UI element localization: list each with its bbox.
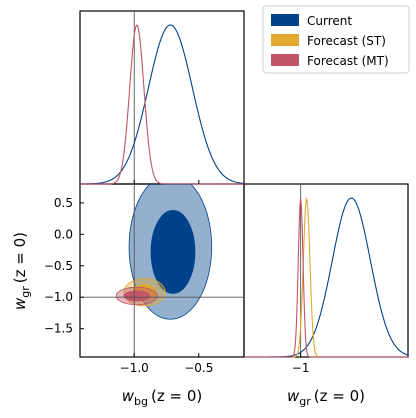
y-tick-label-wgr-1: 0.0 (54, 227, 73, 241)
y-tick-label-wgr-2: −0.5 (44, 259, 73, 273)
x-axis-label-wgr: wgr (z = 0) (287, 387, 365, 408)
marginal-wbg-panel (79, 11, 245, 185)
x-axis-label-wbg: wbg (z = 0) (122, 387, 202, 408)
legend-label-current: Current (307, 14, 352, 28)
legend-swatch-forecast-mt (271, 54, 299, 66)
joint-posterior-panel (80, 184, 244, 357)
y-tick-label-wgr-0: 0.5 (54, 196, 73, 210)
marginal-wgr-curve-forecast-st (244, 196, 408, 358)
contour-forecast-mt-68 (123, 290, 151, 302)
marginal-wgr-curve-current (244, 197, 409, 358)
x-tick-label-wgr-0: −1 (292, 361, 310, 375)
x-tick-label-wbg-1: −0.5 (184, 361, 213, 375)
contour-current-68 (150, 210, 196, 294)
axis-ticks: −1.0 −0.5 0.5 0.0 −0.5 −1.0 −1.5 −1 (44, 180, 310, 375)
x-tick-label-wbg-0: −1.0 (120, 361, 149, 375)
legend-label-forecast-st: Forecast (ST) (307, 34, 386, 48)
legend-swatch-current (271, 14, 299, 26)
y-axis-label-wgr: wgr(z = 0) (11, 232, 32, 310)
marginal-wbg-curve-forecast-mt (80, 24, 244, 185)
marginal-wbg-curve-current (79, 24, 245, 185)
legend: Current Forecast (ST) Forecast (MT) (262, 5, 410, 74)
joint-contours (115, 184, 213, 320)
panel-wgr-marginal-frame (243, 183, 409, 358)
marginal-wgr-panel (244, 184, 409, 358)
legend-frame (262, 5, 410, 74)
y-tick-label-wgr-3: −1.0 (44, 290, 73, 304)
legend-label-forecast-mt: Forecast (MT) (307, 54, 389, 68)
marginal-wgr-curve-forecast-mt (244, 198, 408, 358)
y-tick-label-wgr-4: −1.5 (44, 322, 73, 336)
legend-swatch-forecast-st (271, 34, 299, 46)
